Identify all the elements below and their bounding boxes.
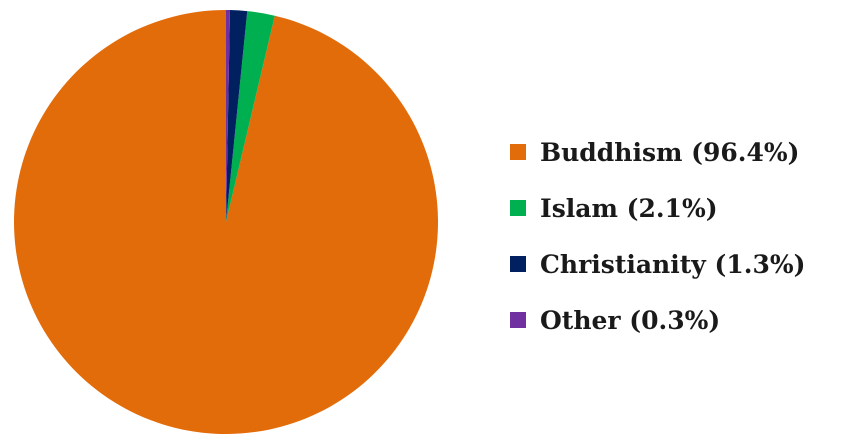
pie-slices bbox=[14, 10, 439, 434]
pie-chart bbox=[14, 10, 439, 434]
legend-item-islam: Islam (2.1%) bbox=[510, 180, 805, 236]
pie-slice-buddhism bbox=[14, 10, 439, 434]
legend-label-islam: Islam (2.1%) bbox=[540, 193, 718, 223]
pie-slice-other bbox=[226, 10, 230, 222]
legend-swatch-buddhism bbox=[510, 144, 526, 160]
legend-label-christianity: Christianity (1.3%) bbox=[540, 249, 806, 279]
legend-item-buddhism: Buddhism (96.4%) bbox=[510, 124, 805, 180]
pie-slice-christianity bbox=[226, 10, 248, 223]
chart-legend: Buddhism (96.4%) Islam (2.1%) Christiani… bbox=[510, 124, 805, 348]
legend-item-other: Other (0.3%) bbox=[510, 292, 805, 348]
legend-swatch-islam bbox=[510, 200, 526, 216]
legend-label-buddhism: Buddhism (96.4%) bbox=[540, 137, 800, 167]
pie-slice-islam bbox=[226, 11, 275, 222]
legend-swatch-other bbox=[510, 312, 526, 328]
legend-item-christianity: Christianity (1.3%) bbox=[510, 236, 805, 292]
legend-swatch-christianity bbox=[510, 256, 526, 272]
legend-label-other: Other (0.3%) bbox=[540, 305, 721, 335]
